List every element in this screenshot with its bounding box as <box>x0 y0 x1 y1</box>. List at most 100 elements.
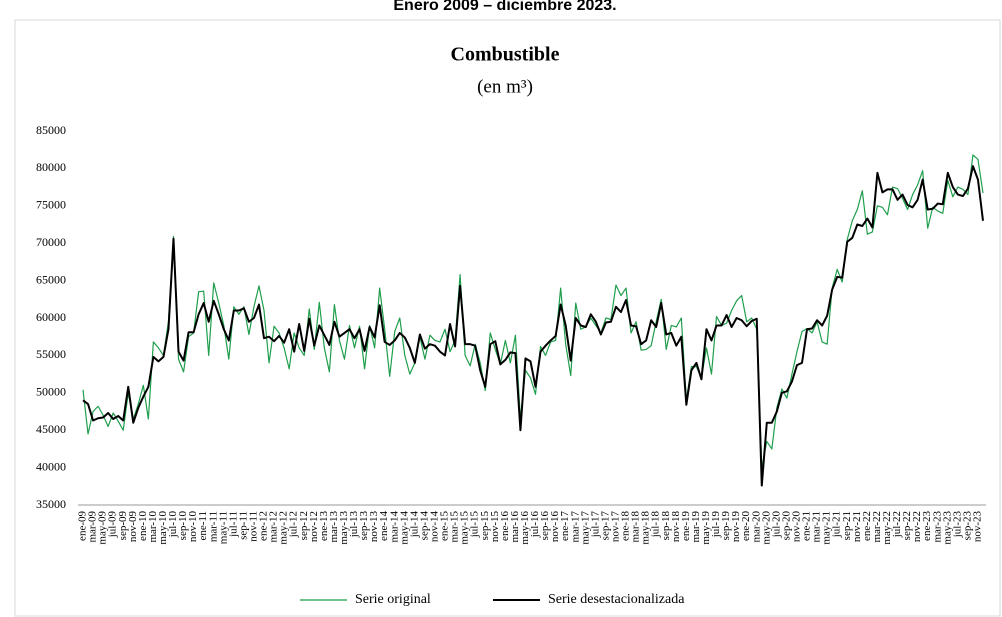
y-tick-label: 80000 <box>36 160 66 174</box>
x-tick-label: mar-16 <box>509 511 521 543</box>
x-tick-label: jul-22 <box>891 511 903 538</box>
x-tick-label: mar-23 <box>931 511 943 543</box>
x-tick-label: may-16 <box>519 511 531 545</box>
x-tick-label: mar-14 <box>388 511 400 543</box>
x-tick-label: nov-15 <box>489 511 501 543</box>
x-tick-label: nov-11 <box>247 511 259 542</box>
x-tick-label: sep-19 <box>720 511 732 541</box>
chart-frame <box>14 19 1001 617</box>
x-tick-label: ene-12 <box>258 511 270 541</box>
x-tick-label: sep-22 <box>901 511 913 540</box>
x-tick-label: may-11 <box>217 511 229 544</box>
x-tick-label: jul-11 <box>227 511 239 538</box>
x-tick-label: jul-23 <box>951 511 963 539</box>
x-tick-label: sep-18 <box>660 511 672 541</box>
y-tick-label: 85000 <box>36 123 66 137</box>
x-tick-label: may-17 <box>579 511 591 545</box>
x-tick-label: mar-22 <box>871 511 883 543</box>
x-tick-label: may-23 <box>941 511 953 545</box>
x-tick-label: ene-13 <box>318 511 330 541</box>
y-tick-label: 55000 <box>36 347 66 361</box>
x-tick-label: mar-18 <box>630 511 642 543</box>
x-tick-label: ene-16 <box>499 511 511 541</box>
x-tick-label: nov-10 <box>187 511 199 543</box>
x-tick-label: nov-13 <box>368 511 380 543</box>
x-tick-label: nov-14 <box>428 511 440 543</box>
x-tick-label: ene-10 <box>137 511 149 541</box>
x-tick-label: nov-22 <box>911 511 923 542</box>
x-tick-label: nov-20 <box>790 511 802 543</box>
y-tick-label: 60000 <box>36 310 66 324</box>
y-tick-label: 75000 <box>36 198 66 212</box>
x-tick-label: jul-19 <box>710 511 722 539</box>
x-tick-label: ene-17 <box>559 511 571 541</box>
x-tick-label: mar-15 <box>449 511 461 543</box>
x-tick-label: ene-19 <box>680 511 692 541</box>
x-tick-label: nov-17 <box>609 511 621 543</box>
x-tick-label: ene-23 <box>921 511 933 541</box>
x-tick-label: may-12 <box>278 511 290 545</box>
x-tick-label: sep-14 <box>418 511 430 541</box>
x-tick-label: sep-20 <box>780 511 792 541</box>
x-tick-label: ene-11 <box>197 511 209 541</box>
x-tick-label: ene-14 <box>378 511 390 541</box>
x-tick-label: ene-09 <box>77 511 89 541</box>
x-tick-label: jul-09 <box>107 511 119 539</box>
x-tick-label: jul-15 <box>469 511 481 539</box>
x-tick-label: jul-20 <box>770 511 782 539</box>
x-tick-label: sep-23 <box>961 511 973 541</box>
x-tick-label: mar-13 <box>328 511 340 543</box>
x-tick-label: ene-21 <box>801 511 813 541</box>
x-tick-label: nov-18 <box>670 511 682 543</box>
x-tick-label: jul-16 <box>529 511 541 539</box>
series-line <box>82 165 984 487</box>
x-tick-label: jul-14 <box>408 511 420 539</box>
y-tick-label: 35000 <box>36 497 66 511</box>
chart-subtitle: (en m³) <box>477 76 533 97</box>
x-tick-label: jul-10 <box>167 511 179 539</box>
x-tick-label: mar-20 <box>750 511 762 543</box>
x-tick-label: sep-17 <box>599 511 611 541</box>
y-tick-label: 70000 <box>36 235 66 249</box>
legend-label: Serie original <box>355 592 431 607</box>
x-tick-label: ene-18 <box>620 511 632 541</box>
x-tick-label: nov-09 <box>127 511 139 543</box>
x-tick-label: may-20 <box>760 511 772 545</box>
x-tick-label: may-15 <box>459 511 471 545</box>
x-tick-label: may-22 <box>881 511 893 545</box>
x-tick-label: nov-23 <box>972 511 984 543</box>
y-tick-label: 50000 <box>36 385 66 399</box>
x-tick-label: ene-20 <box>740 511 752 541</box>
x-tick-label: mar-10 <box>147 511 159 543</box>
x-tick-label: sep-13 <box>358 511 370 541</box>
chart-heading: Enero 2009 – diciembre 2023. <box>393 0 616 14</box>
chart-title: Combustible <box>451 44 560 66</box>
x-tick-label: ene-22 <box>861 511 873 541</box>
x-tick-label: jul-18 <box>650 511 662 539</box>
x-tick-label: may-09 <box>97 511 109 545</box>
y-tick-label: 40000 <box>36 459 66 473</box>
x-tick-label: mar-17 <box>569 511 581 543</box>
x-tick-label: sep-15 <box>479 511 491 541</box>
x-tick-label: may-21 <box>821 511 833 545</box>
x-tick-label: sep-21 <box>841 511 853 540</box>
x-tick-label: jul-21 <box>831 511 843 538</box>
x-tick-label: jul-13 <box>348 511 360 539</box>
x-tick-label: may-18 <box>640 511 652 545</box>
y-tick-label: 65000 <box>36 272 66 286</box>
x-tick-label: mar-19 <box>690 511 702 543</box>
y-tick-label: 45000 <box>36 422 66 436</box>
legend-label: Serie desestacionalizada <box>548 592 685 607</box>
x-tick-label: mar-09 <box>87 511 99 543</box>
x-tick-label: jul-17 <box>589 511 601 539</box>
x-tick-label: sep-16 <box>539 511 551 541</box>
x-tick-label: nov-16 <box>549 511 561 543</box>
x-tick-label: nov-12 <box>308 511 320 542</box>
x-tick-label: sep-09 <box>117 511 129 541</box>
x-tick-label: jul-12 <box>288 511 300 538</box>
x-tick-label: ene-15 <box>439 511 451 541</box>
x-tick-label: mar-12 <box>268 511 280 543</box>
x-tick-label: may-10 <box>157 511 169 545</box>
